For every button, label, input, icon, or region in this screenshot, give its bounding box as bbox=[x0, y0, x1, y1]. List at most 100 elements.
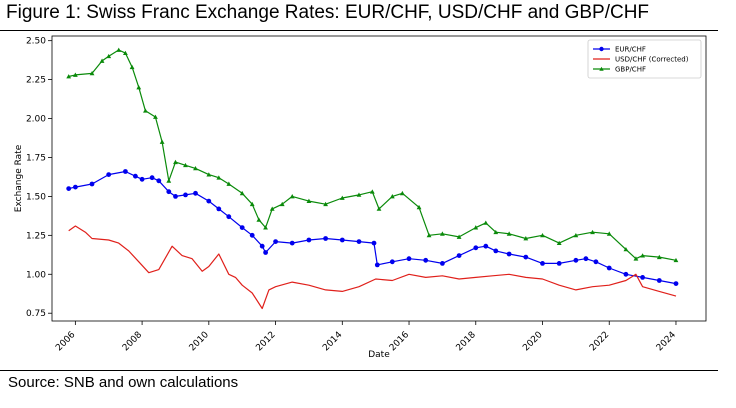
x-tick-label: 2012 bbox=[254, 330, 277, 353]
data-point bbox=[673, 257, 679, 263]
data-point bbox=[323, 201, 329, 207]
x-tick-label: 2018 bbox=[455, 330, 478, 353]
series-line bbox=[68, 225, 677, 310]
data-point bbox=[273, 239, 278, 245]
data-point bbox=[66, 186, 72, 192]
y-axis-label: Exchange Rate bbox=[14, 144, 24, 212]
x-axis: 2006 2008 2010 2012 2014 2016 2018 2020 2022 2024 bbox=[54, 321, 678, 353]
data-point bbox=[656, 254, 662, 260]
series-line bbox=[68, 49, 677, 261]
data-point bbox=[389, 259, 395, 265]
data-point bbox=[139, 176, 145, 182]
x-tick-label: 2016 bbox=[388, 330, 411, 353]
data-point bbox=[440, 261, 445, 266]
data-point bbox=[73, 184, 78, 190]
data-point bbox=[72, 72, 78, 77]
data-point bbox=[239, 190, 245, 196]
series-layer bbox=[66, 47, 679, 310]
x-tick-label: 2014 bbox=[321, 330, 344, 353]
data-point bbox=[173, 194, 178, 199]
y-tick-label: 1.25 bbox=[26, 231, 46, 241]
data-point bbox=[673, 281, 679, 286]
source-rule bbox=[0, 370, 718, 371]
data-point bbox=[216, 206, 222, 212]
data-point bbox=[606, 265, 612, 271]
data-point bbox=[106, 172, 112, 178]
data-point bbox=[259, 243, 265, 249]
data-point bbox=[66, 74, 72, 79]
data-point bbox=[493, 229, 499, 235]
data-point bbox=[99, 58, 105, 63]
data-point bbox=[356, 192, 362, 197]
data-point bbox=[136, 84, 142, 90]
data-point bbox=[493, 248, 499, 254]
y-tick-label: 1.75 bbox=[26, 153, 46, 163]
data-point bbox=[523, 254, 529, 260]
data-point bbox=[193, 165, 198, 171]
x-axis-label: Date bbox=[368, 350, 390, 360]
data-point bbox=[473, 245, 479, 251]
data-point bbox=[149, 175, 155, 181]
data-point bbox=[633, 256, 639, 261]
legend-label: EUR/CHF bbox=[615, 46, 646, 54]
y-axis: 0.75 1.00 1.25 1.50 1.75 2.00 2.25 2.50 bbox=[26, 37, 52, 319]
y-tick-label: 1.00 bbox=[26, 270, 46, 280]
series-usd-chf-corrected bbox=[68, 225, 677, 310]
data-point bbox=[523, 236, 529, 241]
data-point bbox=[371, 240, 377, 246]
data-point bbox=[289, 194, 295, 199]
data-point bbox=[306, 237, 312, 243]
data-point bbox=[606, 231, 612, 236]
data-point bbox=[306, 198, 312, 204]
legend-box bbox=[587, 39, 702, 79]
data-point bbox=[106, 53, 112, 59]
exchange-rate-chart: 0.751.001.251.501.752.002.252.50 2006 200… bbox=[14, 35, 707, 360]
data-point bbox=[374, 262, 380, 268]
x-tick-label: 2020 bbox=[521, 330, 544, 353]
legend-marker bbox=[599, 46, 604, 52]
data-point bbox=[426, 232, 432, 238]
data-point bbox=[129, 64, 135, 70]
data-point bbox=[540, 261, 545, 266]
data-point bbox=[173, 159, 178, 165]
x-tick-label: 2010 bbox=[188, 330, 211, 353]
x-tick-label: 2006 bbox=[54, 330, 77, 353]
x-tick-label: 2024 bbox=[655, 330, 678, 353]
data-point bbox=[623, 246, 629, 252]
y-tick-label: 2.50 bbox=[26, 37, 46, 47]
data-point bbox=[116, 47, 122, 52]
data-point bbox=[556, 261, 562, 266]
data-point bbox=[89, 70, 95, 76]
data-point bbox=[256, 217, 262, 222]
data-point bbox=[216, 175, 222, 180]
data-point bbox=[183, 162, 188, 168]
data-point bbox=[123, 50, 128, 56]
data-point bbox=[406, 256, 412, 262]
series-eur-chf bbox=[66, 169, 679, 286]
legend-label: USD/CHF (Corrected) bbox=[615, 56, 689, 64]
data-point bbox=[339, 237, 345, 243]
data-point bbox=[573, 257, 579, 263]
data-point bbox=[456, 234, 462, 239]
data-point bbox=[456, 253, 462, 258]
legend-item: GBP/CHF bbox=[593, 66, 646, 74]
legend: EUR/CHF USD/CHF (Corrected) GBP/CHF bbox=[587, 39, 702, 79]
plot-frame bbox=[51, 35, 707, 322]
legend-item: USD/CHF (Corrected) bbox=[593, 56, 689, 64]
data-point bbox=[289, 240, 295, 246]
data-point bbox=[376, 206, 382, 211]
data-point bbox=[640, 275, 645, 280]
data-point bbox=[206, 198, 212, 204]
data-point bbox=[506, 231, 512, 236]
y-tick-label: 2.25 bbox=[26, 76, 46, 86]
data-point bbox=[249, 232, 255, 238]
data-point bbox=[439, 231, 445, 236]
source-note: Source: SNB and own calculations bbox=[8, 374, 239, 391]
legend-item: EUR/CHF bbox=[593, 46, 646, 54]
data-point bbox=[356, 239, 362, 245]
data-point bbox=[159, 139, 165, 144]
data-point bbox=[416, 204, 422, 210]
x-tick-label: 2008 bbox=[121, 330, 144, 353]
data-point bbox=[656, 278, 662, 283]
data-point bbox=[399, 190, 405, 196]
